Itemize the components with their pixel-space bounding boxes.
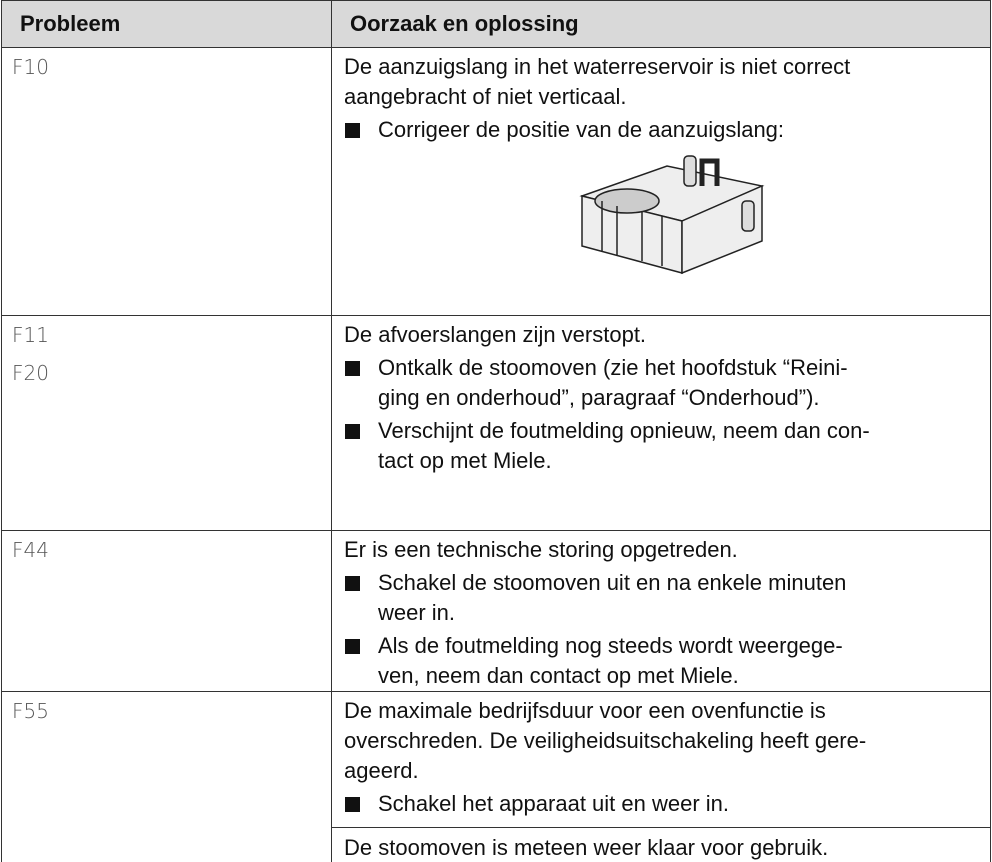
description-cell: De afvoerslangen zijn verstopt. Ontkalk d… bbox=[331, 315, 991, 531]
text-line: weer in. bbox=[378, 600, 456, 625]
paragraph: De afvoerslangen zijn verstopt. bbox=[332, 316, 990, 350]
paragraph: Er is een technische storing opgetreden. bbox=[332, 531, 990, 565]
text-line: Schakel het apparaat uit en weer in. bbox=[378, 791, 730, 816]
text-line: overschreden. De veiligheidsuitschakelin… bbox=[344, 728, 867, 753]
paragraph: De maximale bedrijfsduur voor een ovenfu… bbox=[332, 692, 990, 786]
text-line: Ontkalk de stoomoven (zie het hoofdstuk … bbox=[378, 355, 848, 380]
text-line: aangebracht of niet verticaal. bbox=[344, 84, 627, 109]
error-code: F20 bbox=[12, 361, 49, 385]
header-cell: Oorzaak en oplossing bbox=[331, 0, 991, 48]
bullet-item: Schakel de stoomoven uit en na enkele mi… bbox=[332, 568, 990, 628]
text-line: De stoomoven is meteen weer klaar voor g… bbox=[344, 835, 829, 860]
text-line: De maximale bedrijfsduur voor een ovenfu… bbox=[344, 698, 826, 723]
error-code: F44 bbox=[12, 538, 49, 562]
description-cell: De maximale bedrijfsduur voor een ovenfu… bbox=[331, 691, 991, 862]
paragraph: De stoomoven is meteen weer klaar voor g… bbox=[332, 827, 990, 862]
bullet-item: Als de foutmelding nog steeds wordt weer… bbox=[332, 631, 990, 691]
text-line: De aanzuigslang in het waterreservoir is… bbox=[344, 54, 851, 79]
error-code: F55 bbox=[12, 699, 49, 723]
table-row: F10 De aanzuigslang in het waterreservoir… bbox=[1, 47, 991, 316]
bullet-item: Corrigeer de positie van de aanzuigslang… bbox=[332, 115, 990, 145]
tank-illustration bbox=[579, 155, 765, 275]
description-cell: Er is een technische storing opgetreden.… bbox=[331, 530, 991, 692]
text-line: Er is een technische storing opgetreden. bbox=[344, 537, 738, 562]
bullet-item: Verschijnt de foutmelding opnieuw, neem … bbox=[332, 416, 990, 476]
text-line: tact op met Miele. bbox=[378, 448, 552, 473]
description-cell: De aanzuigslang in het waterreservoir is… bbox=[331, 47, 991, 316]
header-cell: Probleem bbox=[1, 0, 332, 48]
code-cell: F11 F20 bbox=[1, 315, 332, 531]
code-cell: F44 bbox=[1, 530, 332, 692]
header-row: Probleem Oorzaak en oplossing bbox=[1, 0, 991, 48]
table-row: F11 F20 De afvoerslangen zijn verstopt. Ont… bbox=[1, 315, 991, 531]
text-line: De afvoerslangen zijn verstopt. bbox=[344, 322, 647, 347]
table-row: F55 De maximale bedrijfsduur voor een ove… bbox=[1, 691, 991, 862]
code-cell: F55 bbox=[1, 691, 332, 862]
table-row: F44 Er is een technische storing opgetred… bbox=[1, 530, 991, 692]
text-line: Verschijnt de foutmelding opnieuw, neem … bbox=[378, 418, 870, 443]
table-body: F10 De aanzuigslang in het waterreservoir… bbox=[1, 47, 991, 862]
text-line: Schakel de stoomoven uit en na enkele mi… bbox=[378, 570, 847, 595]
paragraph: De aanzuigslang in het waterreservoir is… bbox=[332, 48, 990, 112]
text-line: Als de foutmelding nog steeds wordt weer… bbox=[378, 633, 843, 658]
code-cell: F10 bbox=[1, 47, 332, 316]
text-line: ven, neem dan contact op met Miele. bbox=[378, 663, 739, 688]
text-line: ageerd. bbox=[344, 758, 419, 783]
text-line: ging en onderhoud”, paragraaf “Onderhoud… bbox=[378, 385, 820, 410]
error-code: F10 bbox=[12, 55, 49, 79]
error-code: F11 bbox=[12, 323, 49, 347]
text-line: Corrigeer de positie van de aanzuigslang… bbox=[378, 117, 785, 142]
bullet-item: Schakel het apparaat uit en weer in. bbox=[332, 789, 990, 819]
bullet-item: Ontkalk de stoomoven (zie het hoofdstuk … bbox=[332, 353, 990, 413]
